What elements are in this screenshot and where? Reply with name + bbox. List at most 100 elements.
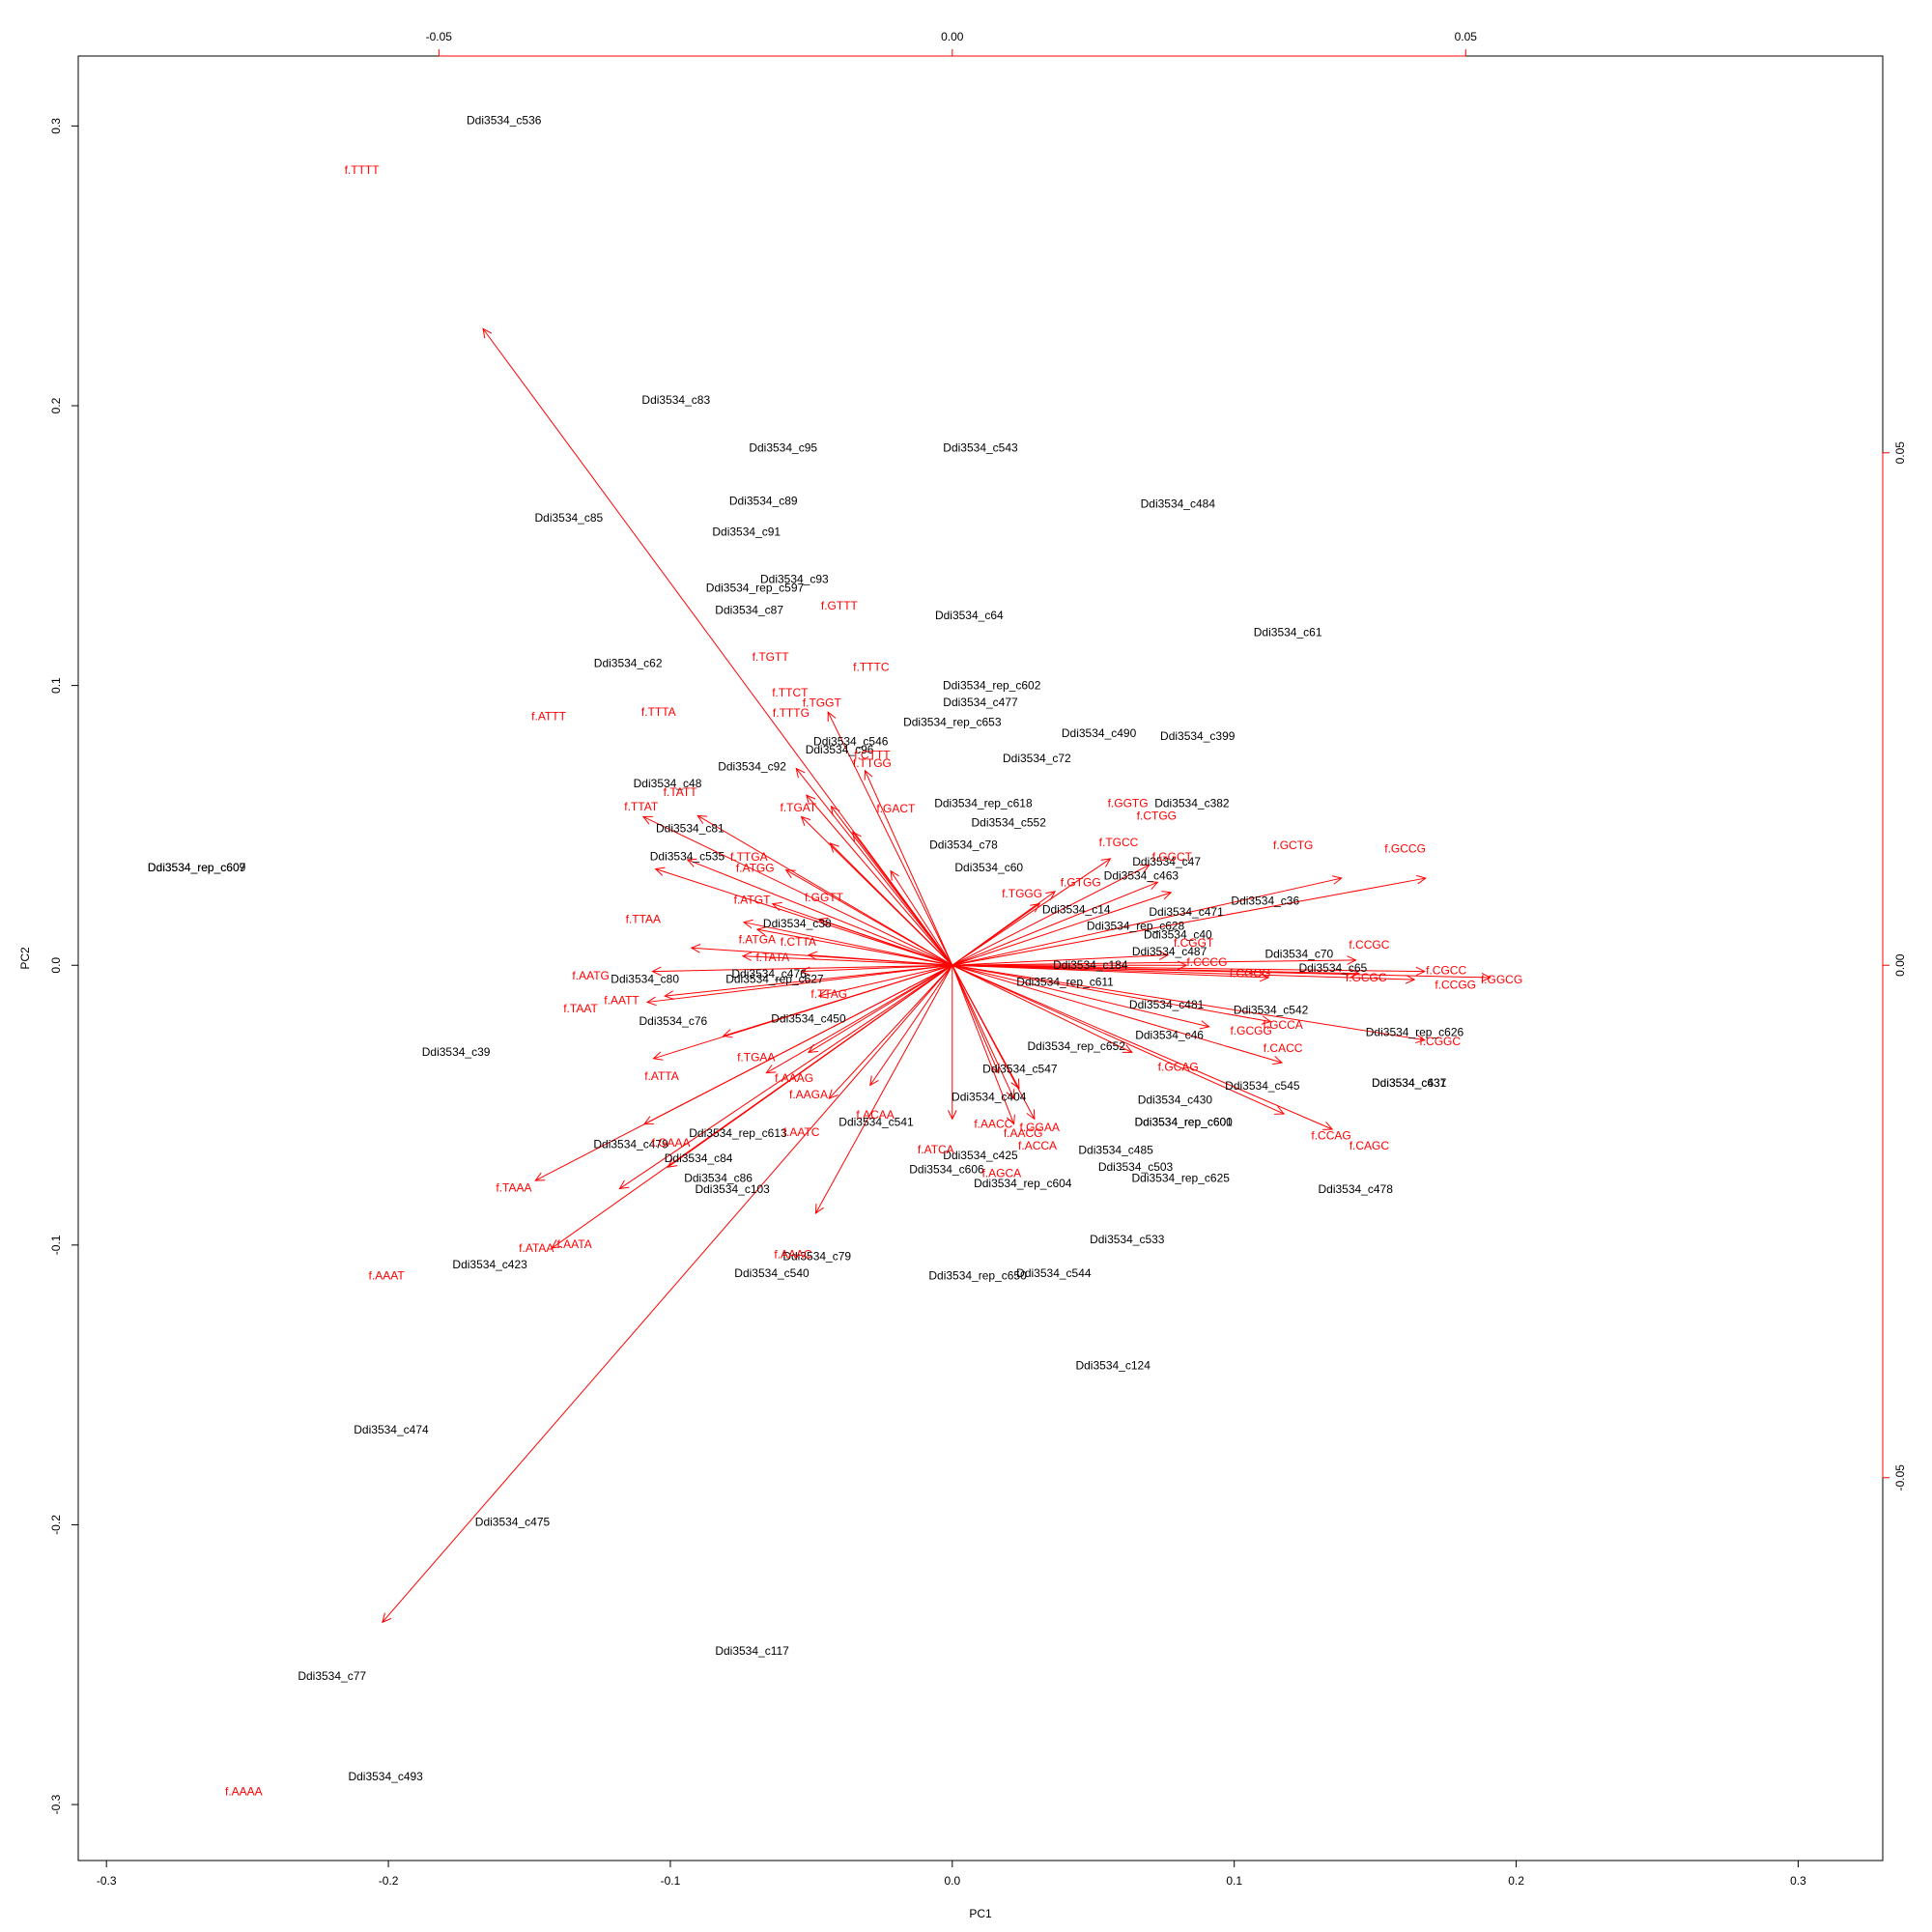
plot-frame xyxy=(77,55,1884,1861)
variable-label: f.AAAG xyxy=(775,1071,813,1085)
observation-label: Ddi3534_c543 xyxy=(943,440,1018,454)
loading-arrow-head xyxy=(652,1051,664,1061)
observation-label: Ddi3534_rep_c609 xyxy=(148,861,246,874)
loading-arrow xyxy=(952,964,1270,982)
observation-label: Ddi3534_c431 xyxy=(1372,1076,1447,1090)
variable-label: f.AGCA xyxy=(981,1167,1021,1180)
loading-arrow xyxy=(952,964,1133,1053)
loading-arrow-shaft xyxy=(642,815,953,966)
observation-label: Ddi3534_c479 xyxy=(593,1138,668,1151)
loading-arrow-shaft xyxy=(482,328,953,966)
loading-arrow-head xyxy=(382,1612,392,1624)
variable-label: f.ACAA xyxy=(856,1108,894,1122)
observation-label: Ddi3534_c48 xyxy=(634,777,702,790)
observation-label: Ddi3534_rep_c604 xyxy=(974,1177,1072,1190)
observation-label: Ddi3534_c476 xyxy=(731,967,807,980)
loading-arrow xyxy=(806,794,953,966)
loading-arrow-shaft xyxy=(852,832,953,966)
variable-label: f.TATA xyxy=(755,951,789,964)
loading-arrow-head xyxy=(1331,875,1343,885)
loading-arrow-shaft xyxy=(814,964,953,1214)
loading-arrow-shaft xyxy=(952,964,1425,973)
loading-arrow-shaft xyxy=(687,859,952,966)
loading-arrow-head xyxy=(771,901,782,911)
loading-arrow-head xyxy=(1148,881,1159,891)
observation-label: Ddi3534_c425 xyxy=(943,1149,1018,1162)
variable-label: f.CCCG xyxy=(1186,955,1227,969)
variable-label: f.TGTT xyxy=(753,650,790,664)
observation-labels-layer: Ddi3534_c536 Ddi3534_c83 Ddi3534_c95 Ddi353… xyxy=(148,114,1464,1784)
variable-label: f.AAAC xyxy=(774,1247,812,1261)
loading-arrow-shaft xyxy=(952,964,1283,1064)
loading-arrow-head xyxy=(1100,858,1112,867)
loading-arrow xyxy=(952,881,1159,966)
loading-arrow-head xyxy=(641,815,653,825)
loading-arrow-head xyxy=(828,1089,838,1100)
observation-label: Ddi3534_rep_c627 xyxy=(725,973,824,986)
loading-arrow-shaft xyxy=(952,954,1169,966)
observation-label: Ddi3534_c96 xyxy=(806,743,874,756)
loading-arrow-head xyxy=(690,944,701,953)
loading-arrow xyxy=(534,964,953,1181)
loading-arrow-shaft xyxy=(742,955,952,966)
observation-label: Ddi3534_c36 xyxy=(1231,895,1299,908)
observation-label: Ddi3534_c92 xyxy=(718,760,786,774)
y-tick-label: 0.1 xyxy=(49,677,63,694)
loading-arrow xyxy=(829,842,953,966)
loading-arrow-head xyxy=(829,842,839,853)
variable-label: f.AATC xyxy=(783,1125,820,1139)
observation-label: Ddi3534_c533 xyxy=(1090,1233,1165,1246)
variable-label: f.GAAA xyxy=(652,1136,691,1150)
observation-label: Ddi3534_c399 xyxy=(1160,729,1236,743)
loading-arrow-shaft xyxy=(865,770,953,966)
observation-label: Ddi3534_c404 xyxy=(952,1090,1027,1103)
loading-arrow xyxy=(686,858,952,966)
top-loading-tick-label: 0.05 xyxy=(1455,30,1478,43)
variable-labels-layer: f.TTTTf.AAAAf.GTTTf.TGTTf.TTTCf.TTCTf.TG… xyxy=(225,163,1522,1799)
loading-arrow-head xyxy=(1006,1089,1015,1100)
loading-arrows-layer xyxy=(382,327,1492,1624)
loading-arrow-head xyxy=(817,917,829,926)
observation-label: Ddi3534_c430 xyxy=(1138,1093,1213,1106)
observation-label: Ddi3534_c478 xyxy=(1318,1182,1393,1196)
variable-label: f.CCAG xyxy=(1311,1128,1350,1142)
observation-label: Ddi3534_rep_c597 xyxy=(706,581,805,594)
variable-label: f.GGAA xyxy=(1019,1121,1059,1134)
loading-arrow xyxy=(952,858,1112,966)
loading-arrow xyxy=(828,964,953,1100)
observation-label: Ddi3534_c487 xyxy=(1132,945,1208,958)
loading-arrow xyxy=(952,965,1015,1100)
observation-label: Ddi3534_c84 xyxy=(665,1151,733,1165)
observation-label: Ddi3534_c490 xyxy=(1062,726,1137,740)
loading-arrow xyxy=(952,891,1173,966)
loading-arrow xyxy=(952,964,1492,982)
variable-label: f.TTCT xyxy=(772,686,809,699)
variable-label: f.GACT xyxy=(876,802,916,815)
observation-label: Ddi3534_c477 xyxy=(943,696,1018,709)
variable-label: f.TGAT xyxy=(780,801,816,814)
observation-label: Ddi3534_c61 xyxy=(1254,626,1322,639)
loading-arrow-shaft xyxy=(828,964,953,1099)
x-axis-title: PC1 xyxy=(969,1907,992,1920)
loading-arrow-shaft xyxy=(952,964,1415,980)
y-tick-label: 0.0 xyxy=(49,957,63,974)
variable-label: f.AATA xyxy=(557,1237,592,1251)
loading-arrow-head xyxy=(651,966,662,977)
loading-arrow-head xyxy=(1405,975,1416,984)
observation-label: Ddi3534_c545 xyxy=(1225,1079,1300,1093)
variable-label: f.GTGG xyxy=(1061,875,1101,889)
loading-arrow-shaft xyxy=(766,964,953,1074)
observation-label: Ddi3534_c70 xyxy=(1264,948,1333,961)
loading-arrow-head xyxy=(890,869,899,881)
variable-label: f.TTGA xyxy=(730,850,768,864)
loading-arrow-head xyxy=(814,1203,824,1215)
variable-label: f.CGGC xyxy=(1419,1035,1461,1048)
loading-arrow xyxy=(952,864,1151,966)
variable-label: f.ATTT xyxy=(531,709,566,723)
variable-label: f.AACG xyxy=(1004,1126,1043,1140)
loading-arrow xyxy=(817,917,952,966)
observation-label: Ddi3534_rep_c650 xyxy=(928,1269,1027,1283)
loading-arrow-head xyxy=(795,767,806,779)
loading-arrow-head xyxy=(1272,1055,1284,1065)
variable-label: f.ATGA xyxy=(739,933,776,947)
